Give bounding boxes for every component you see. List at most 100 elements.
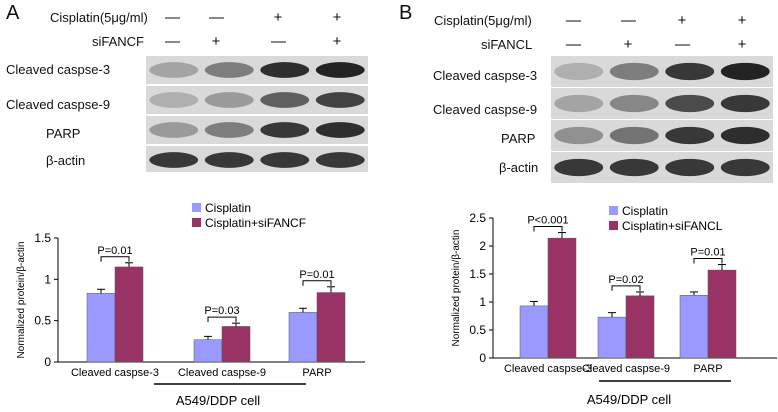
blot-label: Cleaved caspse-9 — [6, 97, 111, 112]
blot-band — [149, 62, 199, 78]
blot-band — [260, 122, 310, 138]
blot-label: β-actin — [499, 160, 539, 175]
legend-label: Cisplatin+siFANCL — [622, 219, 723, 233]
blot-band — [149, 92, 199, 108]
y-tick-label: 0.5 — [34, 314, 51, 328]
x-tick-label: PARP — [693, 363, 722, 375]
blot-band — [554, 94, 604, 113]
condition-label-sirna: siFANCF — [92, 34, 144, 49]
blot-band — [315, 62, 365, 78]
blot-band — [665, 158, 715, 177]
legend-swatch — [609, 206, 618, 215]
p-value-label: P=0.01 — [299, 269, 334, 281]
condition-sign: + — [332, 33, 342, 50]
y-tick-label: 0 — [479, 351, 486, 365]
bar — [316, 292, 346, 363]
condition-sign: — — [165, 9, 180, 26]
blot-label: Cleaved caspse-3 — [433, 68, 538, 83]
bar — [597, 316, 627, 359]
condition-sign: — — [675, 36, 690, 53]
blot-band — [554, 126, 604, 145]
condition-sign: + — [737, 36, 747, 53]
y-tick-label: 2.5 — [469, 211, 486, 225]
blot-band — [609, 94, 659, 113]
condition-sign: + — [273, 9, 283, 26]
blot-label: PARP — [501, 131, 536, 146]
y-tick-label: 1 — [44, 272, 51, 286]
y-tick-label: 1 — [479, 295, 486, 309]
x-tick-label: PARP — [302, 367, 331, 379]
blot-band — [720, 62, 770, 81]
condition-sign: — — [621, 12, 636, 29]
bar — [86, 293, 116, 363]
blot-band — [720, 94, 770, 113]
x-tick-label: Cleaved caspse-9 — [178, 367, 266, 379]
blot-band — [554, 158, 604, 177]
legend-label: Cisplatin — [622, 204, 668, 218]
panel-letter: B — [399, 2, 413, 24]
blot-band — [204, 62, 254, 78]
condition-sign: — — [271, 33, 286, 50]
y-tick-label: 0 — [44, 355, 51, 369]
legend-swatch — [192, 203, 201, 212]
bar — [679, 295, 709, 359]
blot-band — [315, 122, 365, 138]
x-tick-label: Cleaved caspse-3 — [71, 367, 159, 379]
p-value-label: P=0.03 — [204, 305, 239, 317]
condition-sign: — — [566, 12, 581, 29]
blot-band — [315, 152, 365, 168]
condition-sign: + — [332, 9, 342, 26]
blot-band — [260, 152, 310, 168]
panel-b: B Cisplatin(5μg/ml) — — + + siFANCL — + … — [389, 0, 778, 412]
blot-band — [149, 122, 199, 138]
bar — [193, 339, 223, 363]
p-value-label: P<0.001 — [527, 215, 568, 227]
significance-bracket — [302, 280, 332, 286]
legend-label: Cisplatin+siFANCF — [205, 216, 306, 230]
bar — [707, 269, 737, 359]
condition-sign: + — [737, 12, 747, 29]
y-axis-label: Normalized protein/β-actin — [16, 242, 27, 359]
condition-sign: — — [209, 9, 224, 26]
blot-label: Cleaved caspse-3 — [6, 62, 111, 77]
blot-band — [665, 62, 715, 81]
condition-sign: + — [677, 12, 687, 29]
y-tick-label: 1.5 — [469, 267, 486, 281]
blot-label: Cleaved caspse-9 — [433, 102, 538, 117]
significance-bracket — [533, 226, 563, 232]
x-tick-label: Cleaved caspse-9 — [582, 363, 670, 375]
blot-band — [260, 62, 310, 78]
x-tick-label: Cleaved caspse-3 — [504, 363, 592, 375]
condition-sign: + — [211, 33, 221, 50]
blot-label: PARP — [46, 126, 81, 141]
significance-bracket — [611, 285, 641, 291]
significance-bracket — [693, 257, 723, 264]
bar — [221, 326, 251, 363]
blot-band — [609, 158, 659, 177]
y-axis-label: Normalized protein/β-actin — [451, 230, 462, 347]
blot-label: β-actin — [46, 153, 86, 168]
panel-letter: A — [6, 2, 20, 24]
bar-chart: Normalized protein/β-actin 0 0.5 1 1.5 P=0.01… — [16, 201, 365, 408]
panel-a: A Cisplatin(5μg/ml) — — + + siFANCF — + … — [6, 2, 368, 408]
blot-band — [204, 122, 254, 138]
legend-label: Cisplatin — [205, 201, 251, 215]
blot-band — [665, 94, 715, 113]
y-tick-label: 0.5 — [469, 323, 486, 337]
significance-bracket — [207, 316, 237, 323]
western-blot-image — [146, 56, 368, 172]
blot-band — [315, 92, 365, 108]
significance-bracket — [100, 256, 130, 262]
condition-sign: — — [566, 36, 581, 53]
blot-band — [665, 126, 715, 145]
y-tick-label: 1.5 — [34, 231, 51, 245]
bar — [519, 305, 549, 359]
bar — [288, 312, 318, 363]
legend-swatch — [609, 221, 618, 230]
group-label: A549/DDP cell — [176, 393, 260, 408]
condition-label-cisplatin: Cisplatin(5μg/ml) — [434, 13, 532, 28]
condition-sign: — — [165, 33, 180, 50]
blot-band — [720, 158, 770, 177]
p-value-label: P=0.02 — [608, 274, 643, 286]
bar-chart: Normalized protein/β-actin 0 0.5 1 1.5 2 2.5 P<… — [451, 204, 777, 407]
